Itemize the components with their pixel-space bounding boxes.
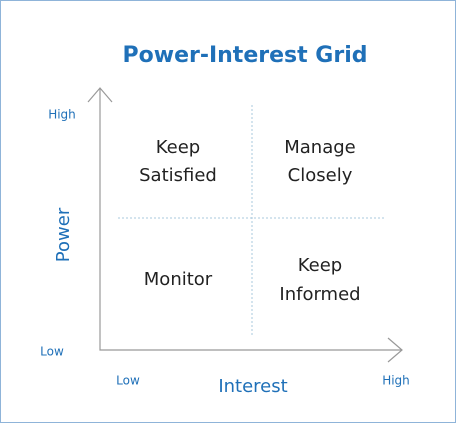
- title: Power-Interest Grid: [123, 43, 368, 68]
- y-low: Low: [40, 345, 64, 359]
- x-arrow: [387, 337, 403, 363]
- x-low: Low: [116, 374, 140, 388]
- y-arrow: [87, 87, 113, 103]
- axes: [87, 87, 403, 363]
- x-label: Interest: [218, 376, 287, 397]
- x-high: High: [382, 374, 410, 388]
- quadrant-text: Informed: [279, 284, 360, 305]
- quadrant-text: Manage: [284, 137, 356, 158]
- quadrant-text: Monitor: [144, 269, 213, 290]
- y-label: Power: [53, 207, 74, 262]
- axis-lines: [99, 88, 402, 351]
- quadrant-text: Keep: [298, 255, 342, 276]
- quadrant-text: Keep: [156, 137, 200, 158]
- quadrant-text: Satisfied: [139, 165, 217, 186]
- y-high: High: [48, 108, 76, 122]
- quadrant-text: Closely: [288, 165, 353, 186]
